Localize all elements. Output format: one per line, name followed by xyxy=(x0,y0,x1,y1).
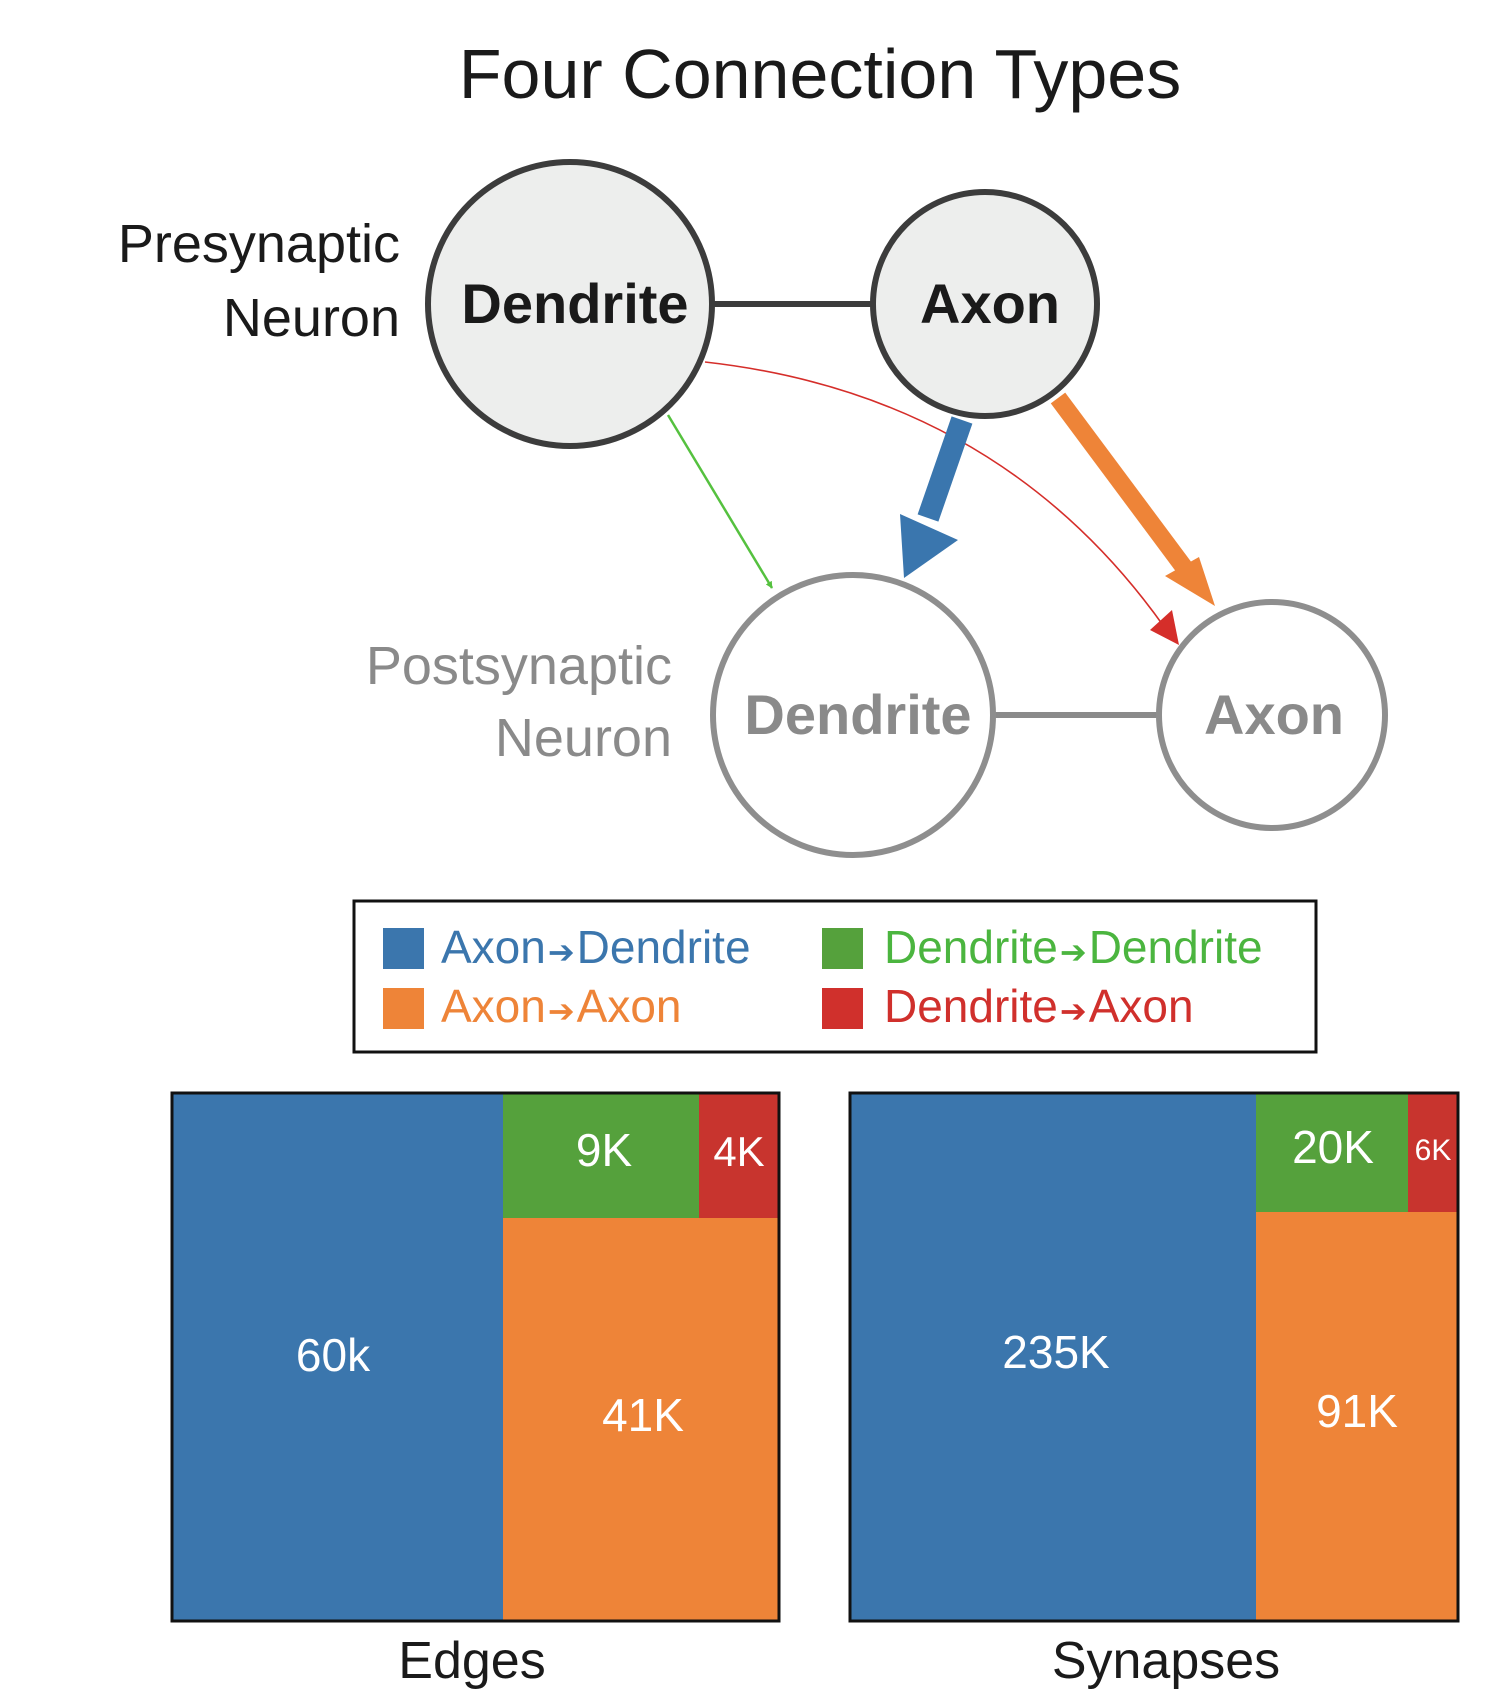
figure-title: Four Connection Types xyxy=(459,35,1181,113)
legend-swatch-axon-axon xyxy=(383,988,424,1029)
presynaptic-axon-node: Axon xyxy=(870,189,1100,419)
postsynaptic-axon-node: Axon xyxy=(1156,599,1388,831)
edges-cell-dendrite-axon xyxy=(699,1093,779,1218)
postsynaptic-label-line2: Neuron xyxy=(495,708,672,768)
legend-swatch-axon-dendrite xyxy=(383,928,424,969)
presynaptic-label-line1: Presynaptic xyxy=(118,214,400,274)
synapses-cell-dendrite-axon xyxy=(1408,1093,1458,1212)
synapses-cell-axon-dendrite xyxy=(850,1093,1256,1621)
legend-arrow-axon-dendrite: ➔ xyxy=(548,934,575,970)
edges-cell-axon-dendrite xyxy=(172,1093,503,1621)
presynaptic-dendrite-label: Dendrite xyxy=(461,272,688,335)
postsynaptic-dendrite-node: Dendrite xyxy=(710,572,996,858)
postsynaptic-axon-label: Axon xyxy=(1204,683,1344,746)
edges-caption: Edges xyxy=(398,1632,545,1690)
edges-cell-dendrite-dendrite xyxy=(503,1093,699,1218)
synapses-label-dendrite-dendrite: 20K xyxy=(1292,1121,1374,1173)
legend-swatch-dendrite-axon xyxy=(822,988,863,1029)
synapses-label-axon-dendrite: 235K xyxy=(1002,1326,1110,1378)
legend-item-dendrite-dendrite: Dendrite➔Dendrite xyxy=(884,921,1263,973)
arrow-axon-dendrite xyxy=(900,416,973,578)
presynaptic-dendrite-node: Dendrite xyxy=(425,159,715,449)
presynaptic-label-line2: Neuron xyxy=(223,288,400,348)
edges-cell-axon-axon xyxy=(503,1218,779,1621)
synapses-label-dendrite-axon: 6K xyxy=(1415,1134,1452,1167)
legend-item-dendrite-axon: Dendrite➔Axon xyxy=(884,980,1194,1032)
arrow-dendrite-axon xyxy=(704,361,1179,645)
treemap-edges: 60k 9K 4K 41K Edges xyxy=(170,1091,781,1690)
legend-swatch-dendrite-dendrite xyxy=(822,928,863,969)
edges-label-axon-dendrite: 60k xyxy=(296,1329,371,1381)
presynaptic-axon-label: Axon xyxy=(920,272,1060,335)
synapses-caption: Synapses xyxy=(1052,1632,1280,1690)
synapses-label-axon-axon: 91K xyxy=(1316,1385,1398,1437)
postsynaptic-dendrite-label: Dendrite xyxy=(744,683,971,746)
synapses-frame xyxy=(848,1091,1460,1623)
edges-label-axon-axon: 41K xyxy=(602,1389,684,1441)
legend-item-axon-axon: Axon➔Axon xyxy=(441,980,682,1032)
edges-label-dendrite-axon: 4K xyxy=(713,1128,764,1175)
legend: Axon➔Dendrite Axon➔Axon Dendrite➔Dendrit… xyxy=(352,899,1318,1054)
edges-label-dendrite-dendrite: 9K xyxy=(576,1124,633,1176)
treemap-synapses: 235K 20K 6K 91K Synapses xyxy=(848,1091,1460,1690)
legend-arrow-dendrite-axon: ➔ xyxy=(1060,993,1087,1029)
synapses-cell-dendrite-dendrite xyxy=(1256,1093,1408,1212)
legend-arrow-dendrite-dendrite: ➔ xyxy=(1060,934,1087,970)
arrow-axon-axon xyxy=(1050,392,1215,606)
synapses-cell-axon-axon xyxy=(1256,1212,1458,1621)
edges-frame xyxy=(170,1091,781,1623)
legend-item-axon-dendrite: Axon➔Dendrite xyxy=(441,921,751,973)
arrow-dendrite-dendrite xyxy=(666,414,774,589)
postsynaptic-label-line1: Postsynaptic xyxy=(366,636,672,696)
legend-arrow-axon-axon: ➔ xyxy=(548,993,575,1029)
